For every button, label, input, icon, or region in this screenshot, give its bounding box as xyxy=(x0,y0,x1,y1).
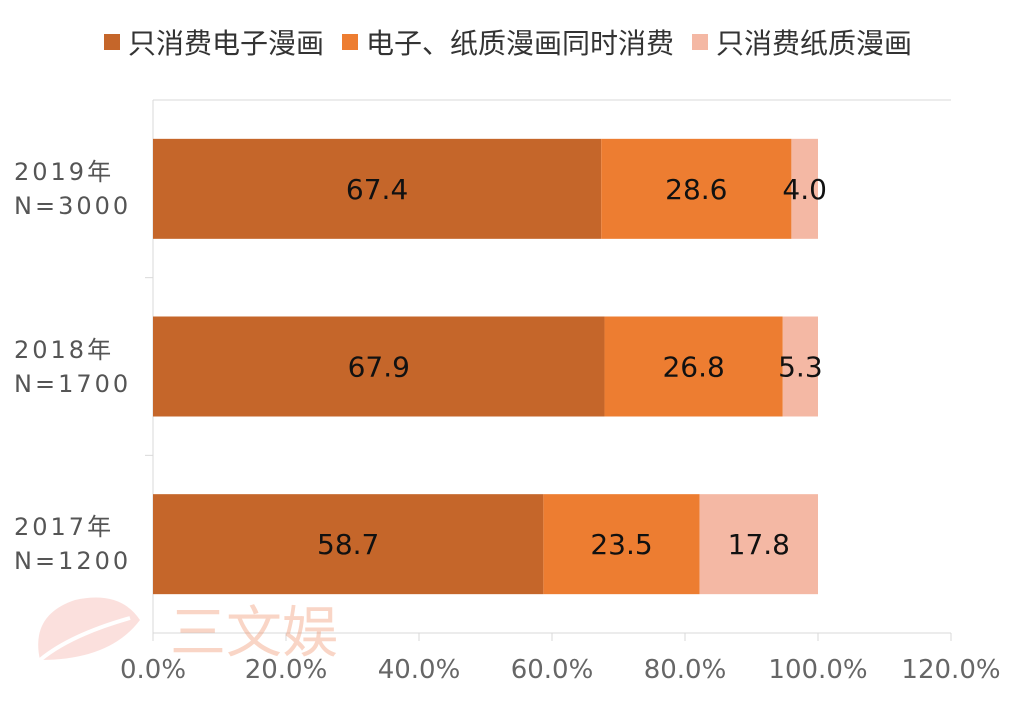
category-year: 2017年 xyxy=(14,513,115,542)
bar-segment xyxy=(782,316,818,417)
legend: 只消费电子漫画 电子、纸质漫画同时消费 只消费纸质漫画 xyxy=(0,18,1016,66)
legend-swatch xyxy=(341,34,358,50)
bar-segment xyxy=(153,316,605,417)
bar-segment xyxy=(153,494,544,595)
watermark-logo: 三文娱 xyxy=(38,597,338,666)
data-label: 67.4 xyxy=(346,173,408,206)
x-tick-label: 60.0% xyxy=(510,655,594,685)
legend-label: 只消费电子漫画 xyxy=(127,27,324,60)
x-tick-label: 20.0% xyxy=(244,655,328,685)
bar-segment xyxy=(601,138,792,239)
legend-label: 电子、纸质漫画同时消费 xyxy=(365,27,674,60)
category-label: 2019年 N=3000 xyxy=(14,155,144,223)
data-label: 17.8 xyxy=(728,528,790,561)
category-label: 2017年 N=1200 xyxy=(14,510,144,578)
x-tick-label: 40.0% xyxy=(377,655,461,685)
data-label: 28.6 xyxy=(665,173,727,206)
category-year: 2019年 xyxy=(14,157,115,186)
category-sample-size: N=3000 xyxy=(14,191,132,220)
watermark-text: 三文娱 xyxy=(170,601,338,666)
x-tick-label: 100.0% xyxy=(768,655,868,685)
watermark-leaf-icon xyxy=(38,597,140,662)
bar-segment xyxy=(153,138,602,239)
data-label: 67.9 xyxy=(348,351,410,384)
category-label: 2018年 N=1700 xyxy=(14,333,144,401)
data-label: 23.5 xyxy=(590,528,652,561)
bar-segment xyxy=(604,316,783,417)
data-label: 5.3 xyxy=(778,351,823,384)
legend-label: 只消费纸质漫画 xyxy=(716,27,913,60)
category-year: 2018年 xyxy=(14,335,115,364)
bar-segment xyxy=(543,494,700,595)
legend-swatch xyxy=(103,34,120,50)
legend-item: 只消费电子漫画 xyxy=(103,22,324,62)
data-label: 26.8 xyxy=(662,351,724,384)
bar-segment xyxy=(791,138,818,239)
legend-swatch xyxy=(692,34,708,50)
data-label: 58.7 xyxy=(317,528,379,561)
category-sample-size: N=1700 xyxy=(14,369,132,398)
bar-segment xyxy=(699,494,818,595)
x-tick-label: 80.0% xyxy=(643,655,727,685)
x-tick-label: 0.0% xyxy=(119,655,187,685)
data-label: 4.0 xyxy=(782,173,827,206)
x-tick-label: 120.0% xyxy=(901,655,1001,685)
legend-item: 电子、纸质漫画同时消费 xyxy=(341,22,674,62)
category-sample-size: N=1200 xyxy=(14,547,132,576)
legend-item: 只消费纸质漫画 xyxy=(692,22,912,62)
